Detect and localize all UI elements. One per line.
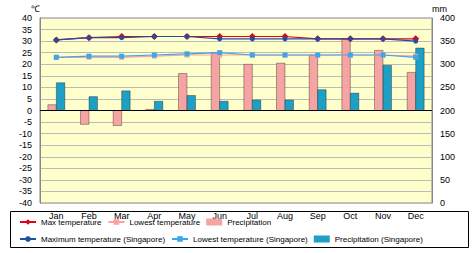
- svg-text:400: 400: [440, 13, 455, 23]
- svg-text:-5: -5: [24, 117, 32, 127]
- svg-text:Lowest temperature: Lowest temperature: [129, 218, 200, 227]
- svg-text:250: 250: [440, 82, 455, 92]
- svg-text:Precipitation: Precipitation: [227, 218, 271, 227]
- svg-text:Nov: Nov: [375, 211, 392, 221]
- svg-text:150: 150: [440, 129, 455, 139]
- svg-text:Jun: Jun: [212, 210, 227, 221]
- svg-text:-15: -15: [19, 140, 32, 150]
- svg-text:Lowest temperature (Singapore): Lowest temperature (Singapore): [193, 235, 308, 244]
- svg-text:Precipitation (Singapore): Precipitation (Singapore): [335, 235, 423, 244]
- svg-text:25: 25: [22, 48, 32, 58]
- svg-text:Jan: Jan: [49, 210, 64, 221]
- svg-text:40: 40: [22, 13, 32, 23]
- svg-text:-30: -30: [19, 175, 32, 185]
- svg-text:-10: -10: [19, 129, 32, 139]
- svg-text:-40: -40: [19, 198, 32, 208]
- svg-text:Maximum temperature (Singapore: Maximum temperature (Singapore): [41, 235, 165, 244]
- svg-text:300: 300: [440, 59, 455, 69]
- svg-text:Max temperature: Max temperature: [41, 218, 102, 227]
- svg-text:20: 20: [22, 59, 32, 69]
- svg-text:15: 15: [22, 71, 32, 81]
- svg-text:-35: -35: [19, 186, 32, 196]
- svg-text:10: 10: [22, 82, 32, 92]
- svg-text:Sep: Sep: [310, 211, 326, 221]
- svg-text:Dec: Dec: [408, 211, 425, 221]
- svg-text:35: 35: [22, 25, 32, 35]
- svg-text:50: 50: [440, 175, 450, 185]
- svg-text:℃: ℃: [31, 4, 40, 14]
- svg-text:5: 5: [27, 94, 32, 104]
- svg-text:Oct: Oct: [343, 211, 358, 221]
- svg-text:Aug: Aug: [277, 211, 293, 221]
- svg-text:350: 350: [440, 36, 455, 46]
- svg-text:100: 100: [440, 152, 455, 162]
- svg-text:May: May: [178, 210, 196, 221]
- svg-text:0: 0: [27, 106, 32, 116]
- svg-text:Jul: Jul: [246, 210, 259, 221]
- svg-text:200: 200: [440, 106, 455, 116]
- svg-text:30: 30: [22, 36, 32, 46]
- svg-text:Apr: Apr: [147, 210, 162, 221]
- svg-text:Feb: Feb: [81, 210, 97, 221]
- svg-text:-20: -20: [19, 152, 32, 162]
- svg-text:mm: mm: [432, 4, 447, 15]
- svg-text:0: 0: [440, 198, 445, 208]
- svg-text:Mar: Mar: [114, 211, 130, 221]
- svg-text:-25: -25: [19, 163, 32, 173]
